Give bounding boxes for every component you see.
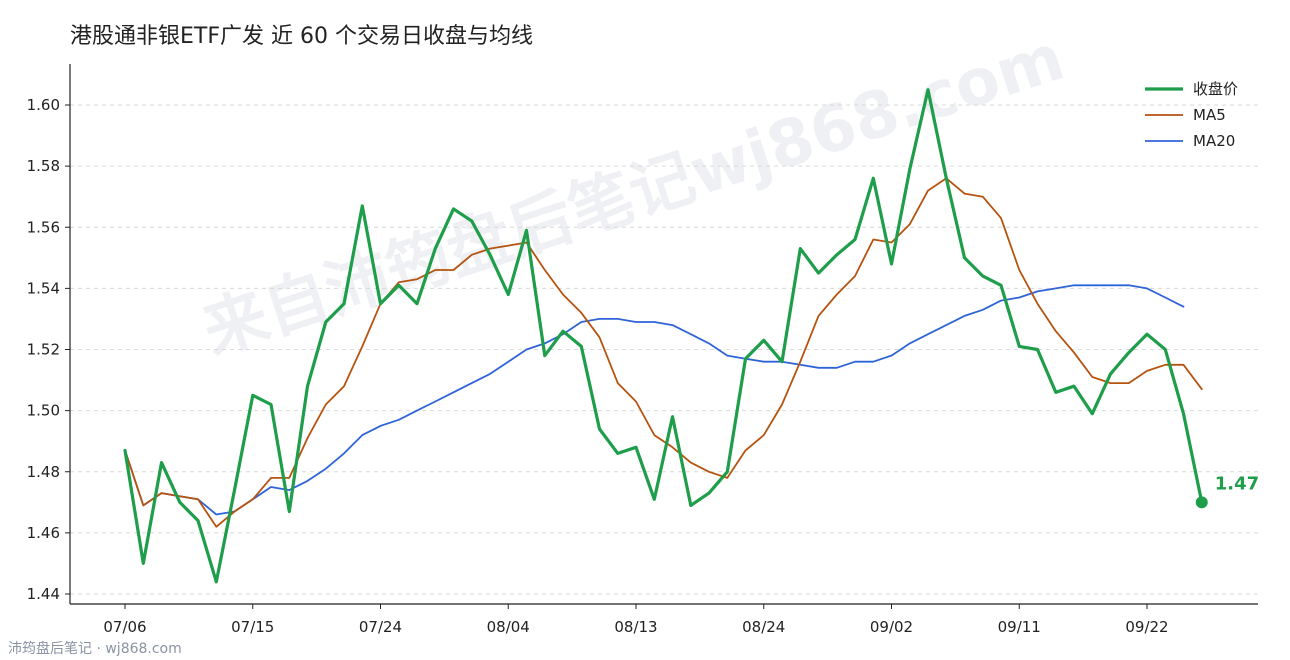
x-tick-label: 09/22 (1125, 618, 1168, 636)
x-tick-label: 07/15 (231, 618, 274, 636)
last-value-marker: 1.47 (1195, 473, 1259, 509)
y-axis-ticks: 1.44 1.46 1.48 1.50 1.52 1.54 1.56 1.58 1.60 (27, 96, 70, 603)
axes (69, 64, 1258, 605)
ma20-line (124, 284, 1185, 516)
x-axis-ticks: 07/06 07/15 07/24 08/04 08/13 08/24 09/02 09/11… (103, 604, 1169, 636)
y-tick-label: 1.54 (27, 279, 60, 297)
y-tick-label: 1.58 (27, 157, 60, 175)
y-tick-label: 1.48 (27, 463, 60, 481)
x-tick-label: 08/04 (487, 618, 530, 636)
y-tick-label: 1.50 (27, 402, 60, 420)
legend: 收盘价 MA5 MA20 (1145, 80, 1238, 150)
x-tick-label: 08/13 (614, 618, 657, 636)
y-tick-label: 1.44 (27, 585, 60, 603)
x-tick-label: 07/06 (103, 618, 146, 636)
grid-lines (70, 104, 1258, 595)
series-lines (123, 88, 1204, 584)
chart-title: 港股通非银ETF广发 近 60 个交易日收盘与均线 (70, 24, 533, 49)
last-value-label: 1.47 (1215, 473, 1259, 494)
legend-label: MA20 (1193, 132, 1235, 150)
y-tick-label: 1.46 (27, 524, 60, 542)
watermark: 来自沛筠盘后笔记wj868.com (194, 21, 1072, 369)
x-tick-label: 09/02 (870, 618, 913, 636)
x-tick-label: 09/11 (998, 618, 1041, 636)
footer-credit: 沛筠盘后笔记 · wj868.com (8, 641, 182, 657)
x-tick-label: 08/24 (742, 618, 785, 636)
legend-label: MA5 (1193, 106, 1226, 124)
last-value-dot (1195, 496, 1208, 509)
x-tick-label: 07/24 (359, 618, 402, 636)
y-tick-label: 1.56 (27, 218, 60, 236)
close-price-line (123, 88, 1204, 584)
y-tick-label: 1.52 (27, 341, 60, 359)
legend-label: 收盘价 (1193, 80, 1238, 98)
ma5-line (124, 177, 1203, 528)
y-tick-label: 1.60 (27, 96, 60, 114)
